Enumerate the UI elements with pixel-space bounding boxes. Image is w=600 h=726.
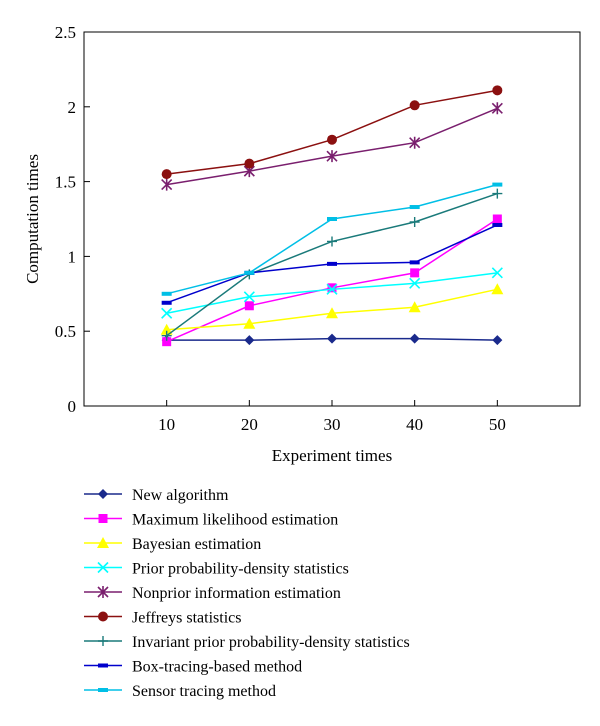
data-point (492, 335, 503, 346)
legend-label: Bayesian estimation (132, 536, 261, 553)
series-2 (162, 214, 502, 347)
data-point (491, 102, 503, 115)
legend-marker (97, 537, 109, 548)
data-point (327, 261, 337, 266)
legend-item: Jeffreys statistics (84, 610, 241, 627)
series-line (166, 107, 498, 186)
data-point (492, 214, 502, 224)
x-tick-label: 20 (241, 415, 258, 434)
legend-label: Jeffreys statistics (132, 610, 241, 627)
data-point (327, 217, 337, 221)
data-point (409, 333, 420, 344)
data-point (161, 330, 172, 341)
y-tick-label: 2 (68, 98, 77, 117)
data-point (409, 136, 421, 149)
data-point (327, 236, 337, 247)
legend-label: Invariant prior probability-density stat… (132, 634, 410, 651)
data-point (409, 277, 421, 289)
legend-label: Box-tracing-based method (132, 659, 302, 676)
series-9 (161, 182, 503, 296)
legend: New algorithm Maximum likelihood estimati… (84, 487, 410, 700)
legend-marker (98, 611, 108, 622)
data-point (160, 323, 173, 335)
data-point (161, 307, 173, 319)
data-point (492, 222, 503, 227)
legend-marker (98, 636, 108, 646)
series-line (166, 272, 498, 314)
data-point (409, 216, 420, 227)
data-point (409, 260, 420, 265)
series-4 (161, 267, 503, 319)
y-tick-label: 0 (68, 397, 77, 416)
data-point (492, 85, 503, 96)
x-tick-label: 30 (324, 415, 341, 434)
data-point (408, 301, 421, 313)
legend-item: Sensor tracing method (84, 683, 276, 700)
x-tick-label: 10 (158, 415, 175, 434)
y-tick-label: 2.5 (55, 23, 76, 42)
series-6 (161, 85, 503, 180)
data-point (491, 267, 503, 279)
legend-item: Maximum likelihood estimation (84, 512, 338, 529)
y-tick-label: 1.5 (55, 173, 76, 192)
legend-item: Prior probability-density statistics (84, 561, 349, 578)
data-point (244, 301, 254, 311)
legend-marker (97, 586, 109, 598)
data-point (243, 291, 255, 303)
series-5 (161, 102, 503, 191)
legend-marker (98, 489, 108, 499)
data-point (327, 134, 337, 145)
data-point (409, 100, 420, 111)
legend-item: Invariant prior probability-density stat… (84, 634, 410, 651)
legend-marker (98, 514, 108, 523)
data-point (161, 178, 173, 191)
series-8 (161, 222, 503, 305)
data-point (410, 268, 420, 278)
data-point (492, 188, 503, 199)
y-tick-label: 1 (68, 247, 77, 266)
legend-label: Prior probability-density statistics (132, 561, 349, 578)
data-point (244, 270, 255, 275)
data-point (161, 291, 172, 296)
data-point (326, 283, 338, 295)
legend-label: Sensor tracing method (132, 683, 276, 700)
data-point (162, 337, 172, 347)
legend-item: Bayesian estimation (84, 536, 261, 553)
data-point (243, 317, 256, 329)
x-tick-label: 40 (406, 415, 423, 434)
axis-ticks: 0 0.5 1 1.5 2 2.5 10 20 30 40 50 (55, 23, 506, 434)
series-1 (161, 333, 503, 346)
data-point (244, 335, 255, 346)
legend-label: Nonprior information estimation (132, 585, 341, 602)
data-point (327, 333, 337, 344)
data-point (326, 307, 338, 319)
x-tick-label: 50 (489, 415, 506, 434)
data-point (327, 283, 337, 293)
legend-marker (98, 663, 108, 668)
y-axis-title: Computation times (23, 154, 42, 284)
series-layer (160, 85, 504, 347)
legend-item: Box-tracing-based method (84, 659, 302, 676)
legend-marker (98, 688, 108, 692)
series-3 (160, 283, 504, 335)
legend-label: New algorithm (132, 487, 229, 504)
legend-item: New algorithm (84, 487, 229, 504)
data-point (161, 169, 172, 180)
data-point (326, 150, 338, 163)
data-point (244, 158, 255, 169)
y-tick-label: 0.5 (55, 322, 76, 341)
data-point (492, 182, 503, 187)
legend-label: Maximum likelihood estimation (132, 512, 338, 529)
x-axis-title: Experiment times (272, 446, 392, 465)
data-point (161, 300, 172, 305)
legend-item: Nonprior information estimation (84, 585, 341, 602)
data-point (491, 283, 504, 295)
legend-marker (97, 561, 109, 574)
data-point (409, 205, 420, 210)
